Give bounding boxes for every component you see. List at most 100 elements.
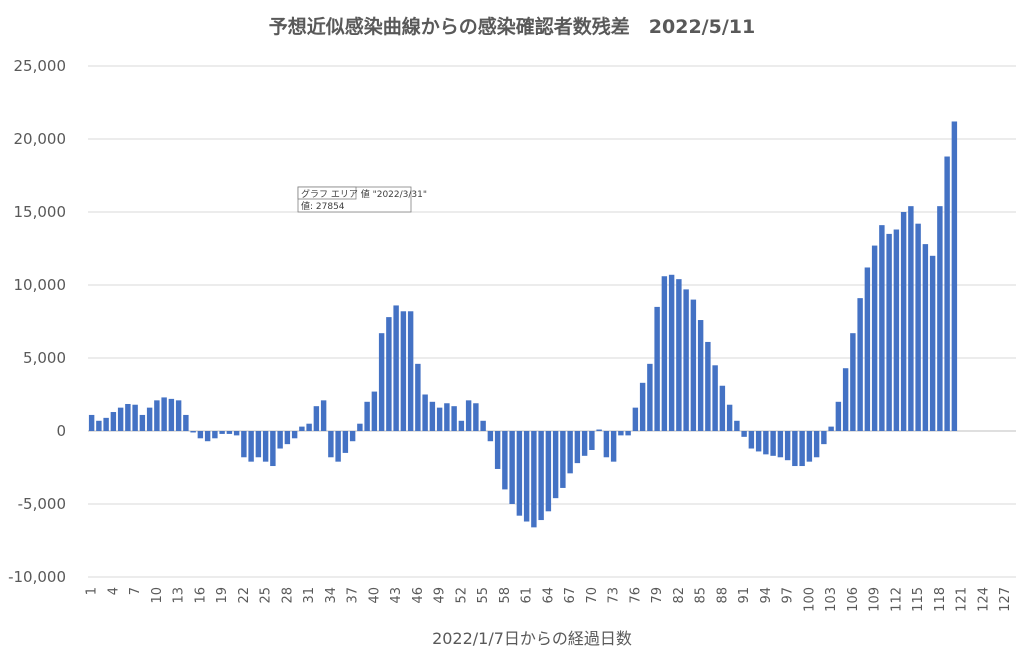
x-tick-label: 79: [650, 587, 665, 604]
bar: [494, 431, 501, 469]
x-tick-label: 64: [541, 587, 556, 604]
y-axis-ticks: 25,000 20,000 15,000 10,000 5,000 0 -5,000 -10,…: [8, 57, 66, 586]
bar: [132, 404, 138, 431]
x-tick-label: 73: [607, 587, 622, 604]
bar-series: [88, 121, 958, 528]
bar: [487, 431, 494, 442]
bar: [560, 431, 566, 488]
bar: [146, 407, 153, 431]
x-tick-label: 88: [715, 587, 730, 604]
y-tick-label: 20,000: [14, 130, 67, 148]
x-tick-label: 82: [672, 587, 687, 604]
x-axis-label: 2022/1/7日からの経過日数: [432, 629, 632, 648]
bar: [864, 267, 871, 431]
bar: [320, 400, 327, 431]
y-tick-label: 0: [56, 422, 66, 440]
bar: [574, 431, 581, 464]
bar: [422, 394, 428, 431]
y-tick-label: 15,000: [14, 203, 67, 221]
x-tick-label: 52: [454, 587, 469, 604]
x-tick-label: 34: [324, 587, 339, 604]
bar: [792, 431, 798, 467]
x-tick-label: 46: [411, 587, 426, 604]
bar: [117, 407, 124, 431]
bar: [415, 363, 421, 431]
bar: [284, 431, 291, 445]
bar: [712, 365, 718, 431]
bar: [821, 431, 827, 445]
bar: [175, 400, 182, 431]
bar: [349, 431, 356, 442]
x-axis-ticks: 1 4 7 10 13 16 19 22 25 28 31 34 37 40 43 46 49 52 55 58 61 6…: [85, 587, 1014, 612]
bar: [828, 426, 834, 431]
x-tick-label: 61: [520, 587, 535, 604]
bar: [335, 431, 341, 462]
bar: [154, 400, 160, 431]
bar: [378, 333, 385, 431]
bar: [886, 233, 892, 431]
x-tick-label: 76: [628, 587, 643, 604]
x-tick-label: 97: [781, 587, 796, 604]
bar: [393, 305, 399, 431]
bar: [168, 398, 175, 431]
bar: [342, 431, 349, 453]
bar: [299, 426, 305, 431]
x-tick-label: 103: [824, 587, 839, 612]
bar: [842, 368, 849, 431]
bar: [610, 431, 617, 462]
x-tick-label: 7: [128, 587, 143, 595]
bar: [96, 420, 102, 431]
bar: [407, 311, 414, 431]
bar: [161, 397, 167, 431]
y-tick-label: -5,000: [18, 495, 66, 513]
bar: [893, 229, 900, 431]
bar: [618, 431, 624, 436]
bar: [190, 431, 196, 433]
bar: [944, 156, 950, 431]
x-tick-label: 22: [237, 587, 252, 604]
bar: [850, 333, 856, 431]
x-tick-label: 109: [868, 587, 883, 612]
bar: [212, 431, 218, 439]
bar: [364, 401, 370, 431]
bar: [523, 431, 530, 522]
bar: [473, 403, 479, 431]
x-tick-label: 28: [280, 587, 295, 604]
x-tick-label: 13: [172, 587, 187, 604]
x-tick-label: 124: [976, 587, 991, 612]
bar: [277, 431, 283, 449]
bar: [857, 298, 863, 431]
bar: [719, 385, 726, 431]
y-tick-label: 25,000: [14, 57, 67, 75]
y-tick-label: -10,000: [8, 568, 66, 586]
x-tick-label: 85: [694, 587, 709, 604]
bar: [241, 431, 247, 458]
bar: [531, 431, 537, 528]
bar: [784, 431, 791, 461]
x-tick-label: 40: [367, 587, 382, 604]
bar: [748, 431, 755, 449]
bar: [400, 311, 407, 431]
x-tick-label: 37: [346, 587, 361, 604]
bar: [683, 289, 689, 431]
bar: [545, 431, 552, 512]
x-tick-label: 91: [737, 587, 752, 604]
bar: [763, 431, 769, 455]
bar: [291, 431, 298, 439]
bar: [813, 431, 820, 458]
bar: [429, 401, 436, 431]
x-tick-label: 94: [759, 587, 774, 604]
bar: [654, 306, 660, 431]
bar: [705, 341, 711, 431]
x-tick-label: 106: [846, 587, 861, 612]
bar: [88, 414, 95, 431]
bar: [458, 420, 465, 431]
x-tick-label: 19: [215, 587, 230, 604]
bar: [226, 431, 233, 434]
bar: [270, 431, 276, 467]
bar: [436, 407, 443, 431]
chart-tooltip: グラフ エリア 値 "2022/3/31" 値: 27854: [297, 186, 427, 213]
x-tick-label: 70: [585, 587, 600, 604]
bar: [625, 431, 631, 436]
